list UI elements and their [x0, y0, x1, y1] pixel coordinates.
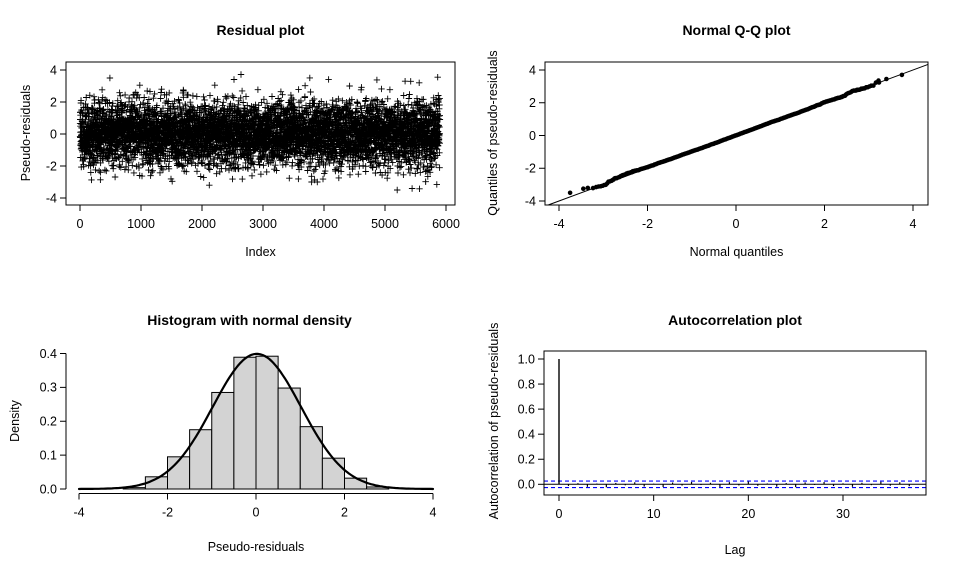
svg-text:-2: -2: [46, 159, 57, 173]
svg-text:4: 4: [50, 63, 57, 77]
histogram-title: Histogram with normal density: [147, 312, 352, 328]
panel-acf-plot: 0 10 20 30 0.0 0.2 0.4 0.6 0.8 1.0 Autocorrelatio…: [480, 288, 960, 576]
acf-plot-canvas: 0 10 20 30 0.0 0.2 0.4 0.6 0.8 1.0: [518, 350, 927, 521]
acf-plot-ylabel: Autocorrelation of pseudo-residuals: [487, 322, 501, 520]
svg-text:5000: 5000: [371, 217, 399, 231]
svg-text:-4: -4: [553, 217, 564, 231]
svg-text:-4: -4: [73, 506, 84, 520]
svg-text:3000: 3000: [249, 217, 277, 231]
svg-text:0.8: 0.8: [518, 377, 535, 391]
svg-text:4: 4: [430, 506, 437, 520]
svg-text:2: 2: [50, 95, 57, 109]
svg-text:-2: -2: [162, 506, 173, 520]
residual-plot-title: Residual plot: [216, 22, 305, 38]
svg-text:-4: -4: [525, 194, 536, 208]
panel-histogram: -4 -2 0 2 4 0.0 0.1 0.2 0.3 0.4 Histogram with no…: [0, 288, 480, 576]
svg-text:4: 4: [529, 63, 536, 77]
svg-text:4: 4: [910, 217, 917, 231]
qq-plot-title: Normal Q-Q plot: [682, 22, 791, 38]
svg-text:0.1: 0.1: [40, 448, 57, 462]
svg-text:0: 0: [556, 507, 563, 521]
svg-text:0.3: 0.3: [40, 381, 57, 395]
residual-plot-xlabel: Index: [245, 245, 276, 259]
svg-text:0.2: 0.2: [518, 453, 535, 467]
histogram-xlabel: Pseudo-residuals: [207, 540, 305, 554]
qq-plot-canvas: -4 -2 0 2 4 -4 -2 0 2 4: [525, 61, 929, 231]
residual-plot-ylabel: Pseudo-residuals: [19, 84, 33, 182]
svg-text:0.4: 0.4: [518, 427, 535, 441]
svg-text:0: 0: [50, 127, 57, 141]
acf-plot-title: Autocorrelation plot: [668, 312, 802, 328]
svg-text:-4: -4: [46, 191, 57, 205]
panel-residual-plot: 0 1000 2000 3000 4000 5000 6000 -4 -2 0 2 4 Residua…: [0, 0, 480, 288]
svg-text:2: 2: [341, 506, 348, 520]
svg-text:0.6: 0.6: [518, 402, 535, 416]
svg-text:0: 0: [253, 506, 260, 520]
svg-text:0: 0: [77, 217, 84, 231]
svg-text:0.4: 0.4: [40, 347, 57, 361]
residual-plot-canvas: 0 1000 2000 3000 4000 5000 6000 -4 -2 0 2 4: [46, 61, 460, 231]
svg-text:30: 30: [836, 507, 850, 521]
svg-text:-2: -2: [525, 162, 536, 176]
histogram-ylabel: Density: [8, 400, 22, 442]
panel-qq-plot: -4 -2 0 2 4 -4 -2 0 2 4 Normal Q-Q plot Normal qu…: [480, 0, 960, 288]
qq-plot-xlabel: Normal quantiles: [689, 245, 784, 259]
svg-text:2000: 2000: [188, 217, 216, 231]
svg-text:4000: 4000: [310, 217, 338, 231]
histogram-canvas: -4 -2 0 2 4 0.0 0.1 0.2 0.3 0.4: [40, 347, 437, 520]
svg-text:2: 2: [821, 217, 828, 231]
svg-text:0: 0: [529, 129, 536, 143]
svg-text:2: 2: [529, 96, 536, 110]
qq-plot-ylabel: Quantiles of pseudo-residuals: [486, 50, 500, 216]
svg-text:1.0: 1.0: [518, 352, 535, 366]
svg-text:20: 20: [741, 507, 755, 521]
svg-text:0: 0: [733, 217, 740, 231]
svg-text:10: 10: [647, 507, 661, 521]
svg-text:1000: 1000: [127, 217, 155, 231]
svg-text:0.0: 0.0: [518, 478, 535, 492]
svg-text:0.2: 0.2: [40, 415, 57, 429]
svg-text:6000: 6000: [432, 217, 460, 231]
svg-text:0.0: 0.0: [40, 482, 57, 496]
svg-text:-2: -2: [642, 217, 653, 231]
acf-plot-xlabel: Lag: [724, 543, 746, 557]
